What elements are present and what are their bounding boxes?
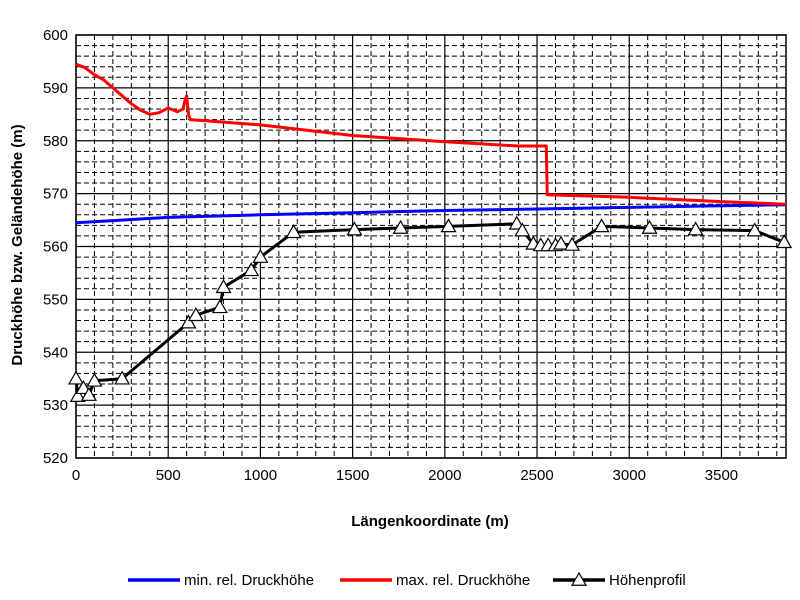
data-point-h-henprofil	[285, 224, 302, 239]
x-axis-title: Längenkoordinate (m)	[351, 513, 509, 530]
data-point-h-henprofil	[508, 215, 525, 230]
y-tick-label: 530	[43, 397, 68, 414]
data-point-h-henprofil	[776, 234, 793, 249]
y-tick-label: 560	[43, 239, 68, 256]
data-point-h-henprofil	[346, 221, 363, 236]
y-tick-label: 580	[43, 133, 68, 150]
data-point-h-henprofil	[243, 262, 260, 277]
y-tick-label: 520	[43, 450, 68, 467]
legend-label: max. rel. Druckhöhe	[396, 572, 530, 589]
x-tick-label: 3500	[705, 467, 738, 484]
x-tick-label: 500	[156, 467, 181, 484]
data-point-h-henprofil	[80, 386, 97, 401]
data-point-h-henprofil	[552, 235, 570, 250]
data-point-h-henprofil	[593, 218, 610, 233]
series-group	[67, 62, 793, 402]
y-axis-title: Druckhöhe bzw. Geländehöhe (m)	[9, 124, 26, 365]
data-point-h-henprofil	[514, 222, 531, 237]
x-tick-label: 1000	[244, 467, 277, 484]
data-point-h-henprofil	[67, 370, 85, 385]
data-point-h-henprofil	[180, 314, 197, 329]
data-point-h-henprofil	[114, 370, 131, 385]
grid	[75, 34, 786, 459]
data-point-h-henprofil	[641, 219, 658, 234]
x-tick-label: 0	[72, 467, 80, 484]
legend-label: Höhenprofil	[609, 572, 686, 589]
data-point-h-henprofil	[392, 219, 409, 234]
data-point-h-henprofil	[215, 279, 232, 294]
x-tick-label: 1500	[336, 467, 369, 484]
legend: min. rel. Druckhöhe max. rel. Druckhöhe Hö…	[128, 571, 686, 589]
y-tick-label: 570	[43, 186, 68, 203]
data-point-h-henprofil	[440, 218, 457, 233]
legend-label: min. rel. Druckhöhe	[184, 572, 314, 589]
data-point-h-henprofil	[252, 248, 269, 263]
x-tick-label: 2500	[520, 467, 553, 484]
data-point-h-henprofil	[75, 379, 92, 395]
y-tick-label: 590	[43, 80, 68, 97]
x-tick-label: 2000	[428, 467, 461, 484]
legend-marker	[570, 571, 588, 586]
data-point-h-henprofil	[746, 222, 763, 237]
data-point-h-henprofil	[211, 299, 228, 314]
y-tick-label: 540	[43, 344, 68, 361]
data-point-h-henprofil	[69, 387, 86, 402]
series-line-max-rel-druckh-he	[75, 62, 787, 206]
data-point-h-henprofil	[564, 236, 581, 251]
data-point-h-henprofil	[86, 372, 103, 387]
data-point-h-henprofil	[687, 221, 704, 236]
series-line-min-rel-druckh-he	[75, 203, 787, 225]
y-tick-label: 550	[43, 291, 68, 308]
x-tick-label: 3000	[613, 467, 646, 484]
tick-labels: 0 500 1000 1500 2000 2500 3000 3500 520 530 540 550…	[43, 27, 738, 484]
data-point-h-henprofil	[187, 307, 204, 322]
y-tick-label: 600	[43, 27, 68, 44]
